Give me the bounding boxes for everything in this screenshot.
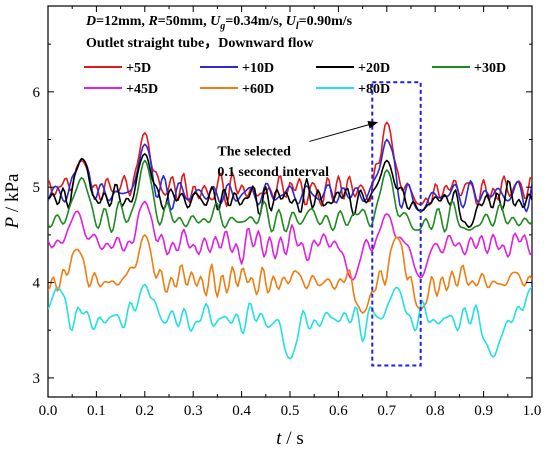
series-line-plus-30D [48, 159, 532, 234]
interval-box [371, 81, 422, 367]
annotation-text-line-2: 0.1 second interval [217, 165, 329, 180]
y-tick-label: 5 [33, 180, 41, 196]
legend-label: +45D [126, 82, 158, 97]
x-tick-label: 1.0 [523, 403, 542, 419]
series-line-plus-10D [48, 138, 532, 213]
legend-label: +5D [126, 61, 151, 76]
x-tick-label: 0.0 [39, 403, 58, 419]
interval-annotation: The selected 0.1 second interval [217, 81, 422, 367]
conditions-line-1: D=12mm, R=50mm, Ug=0.34m/s, Ul=0.90m/s [85, 14, 353, 32]
legend: +5D +10D +20D +30D +45D +60D +80D [84, 61, 506, 97]
x-tick-label: 0.5 [281, 403, 300, 419]
series-line-plus-80D [48, 283, 532, 360]
legend-label: +20D [358, 61, 390, 76]
x-tick-label: 0.1 [87, 403, 106, 419]
x-tick-label: 0.2 [135, 403, 154, 419]
x-tick-label: 0.6 [329, 403, 348, 419]
series-line-plus-45D [48, 200, 532, 281]
legend-label: +60D [242, 82, 274, 97]
series-layer [48, 121, 532, 360]
y-axis-title: P / kPa [2, 173, 23, 229]
x-tick-label: 0.9 [474, 403, 493, 419]
x-tick-label: 0.7 [377, 403, 396, 419]
x-tick-label: 0.3 [184, 403, 203, 419]
tick-layer: 0.0 0.1 0.2 0.3 0.4 0.5 0.6 0.7 0.8 0.9 1.0 3 4 5 6 [33, 6, 542, 419]
y-tick-label: 4 [33, 276, 41, 292]
legend-label: +80D [358, 82, 390, 97]
annotation-text-line-1: The selected [217, 145, 291, 160]
y-tick-label: 6 [33, 85, 41, 101]
x-axis-title: t / s [276, 428, 303, 449]
annotation-arrow [309, 120, 379, 142]
x-tick-label: 0.4 [232, 403, 251, 419]
x-tick-label: 0.8 [426, 403, 445, 419]
legend-label: +30D [474, 61, 506, 76]
y-tick-label: 3 [33, 371, 41, 387]
legend-label: +10D [242, 61, 274, 76]
series-line-plus-60D [48, 234, 532, 314]
conditions-line-2: Outlet straight tube，Downward flow [86, 36, 314, 51]
